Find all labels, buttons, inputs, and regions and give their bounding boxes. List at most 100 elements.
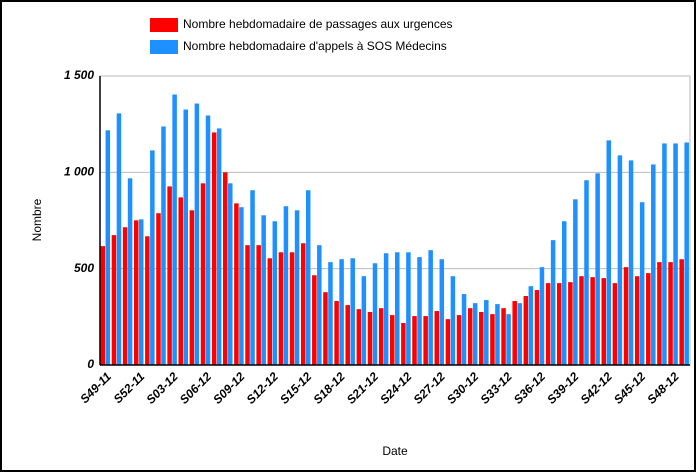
bar — [100, 246, 106, 365]
legend-label: Nombre hebdomadaire d'appels à SOS Médec… — [183, 39, 447, 53]
bar — [167, 186, 172, 365]
bar — [334, 301, 339, 365]
bar — [490, 314, 495, 365]
bar — [383, 253, 389, 365]
bar — [116, 113, 122, 365]
bar — [183, 109, 188, 365]
bar — [200, 183, 206, 365]
bar — [534, 290, 540, 365]
bar — [223, 172, 228, 365]
bar — [250, 190, 255, 365]
bar — [639, 202, 645, 365]
bar — [328, 262, 333, 365]
bar — [133, 220, 139, 365]
bar — [406, 252, 411, 365]
bar — [389, 315, 395, 365]
bar — [595, 173, 600, 365]
bar — [467, 308, 473, 365]
bar — [584, 180, 589, 365]
bar — [367, 312, 373, 365]
bar — [312, 275, 317, 365]
bar — [145, 236, 150, 365]
bar — [673, 143, 678, 365]
y-tick-label: 1 000 — [64, 165, 94, 179]
bar — [501, 308, 506, 365]
bar — [556, 283, 562, 365]
bar — [317, 245, 322, 365]
y-axis-label: Nombre — [30, 198, 44, 241]
bar — [623, 267, 629, 365]
bar — [234, 203, 239, 365]
bar — [601, 278, 607, 365]
bar — [194, 103, 200, 365]
bar — [657, 262, 662, 365]
bar — [189, 210, 195, 365]
bar — [205, 115, 211, 365]
bar — [361, 276, 367, 365]
bar — [278, 252, 284, 365]
x-axis-label: Date — [382, 444, 408, 458]
bar — [138, 219, 144, 365]
bar — [679, 259, 684, 365]
bar — [272, 221, 278, 365]
legend-swatch — [150, 18, 178, 32]
bar — [372, 263, 378, 365]
bar — [267, 258, 273, 365]
bar — [245, 245, 250, 365]
bar — [289, 252, 295, 365]
bar — [412, 316, 417, 365]
bar — [256, 245, 261, 365]
bar — [606, 140, 612, 365]
bar — [461, 294, 467, 365]
bar — [612, 283, 618, 365]
bar — [156, 213, 161, 365]
bar — [528, 286, 534, 365]
bar — [579, 276, 584, 365]
bar — [646, 273, 651, 365]
bar — [545, 283, 551, 365]
bar — [479, 312, 484, 365]
bar — [239, 207, 244, 365]
bar — [434, 311, 440, 365]
bar — [617, 155, 623, 365]
bar — [395, 252, 400, 365]
bar — [305, 190, 311, 365]
bar — [356, 309, 362, 365]
bar — [568, 282, 573, 365]
bar — [105, 130, 111, 365]
bar — [590, 277, 595, 365]
y-tick-label: 500 — [74, 261, 94, 275]
bar — [628, 160, 634, 365]
y-tick-label: 0 — [87, 357, 94, 371]
bar — [345, 305, 350, 365]
bar — [111, 235, 117, 365]
bar — [216, 128, 222, 365]
bar — [684, 142, 689, 365]
bar — [495, 304, 500, 365]
bar — [350, 258, 355, 365]
bar — [445, 319, 451, 365]
bar — [127, 178, 133, 365]
bar — [506, 314, 511, 365]
bar — [472, 303, 478, 365]
bar — [417, 257, 422, 365]
bar — [439, 259, 445, 365]
bar — [428, 250, 433, 365]
bar — [662, 143, 667, 365]
bar — [484, 300, 489, 365]
legend-label: Nombre hebdomadaire de passages aux urge… — [183, 17, 453, 31]
bar — [261, 215, 266, 365]
bar — [161, 126, 166, 365]
bar — [634, 276, 640, 365]
bar — [561, 221, 567, 365]
bar — [573, 199, 578, 365]
bar — [178, 197, 183, 365]
bar — [323, 292, 328, 365]
bar — [456, 315, 462, 365]
y-tick-label: 1 500 — [64, 68, 94, 82]
legend-swatch — [150, 40, 178, 54]
bar — [228, 183, 233, 365]
bar — [401, 322, 406, 365]
bar — [294, 210, 300, 365]
